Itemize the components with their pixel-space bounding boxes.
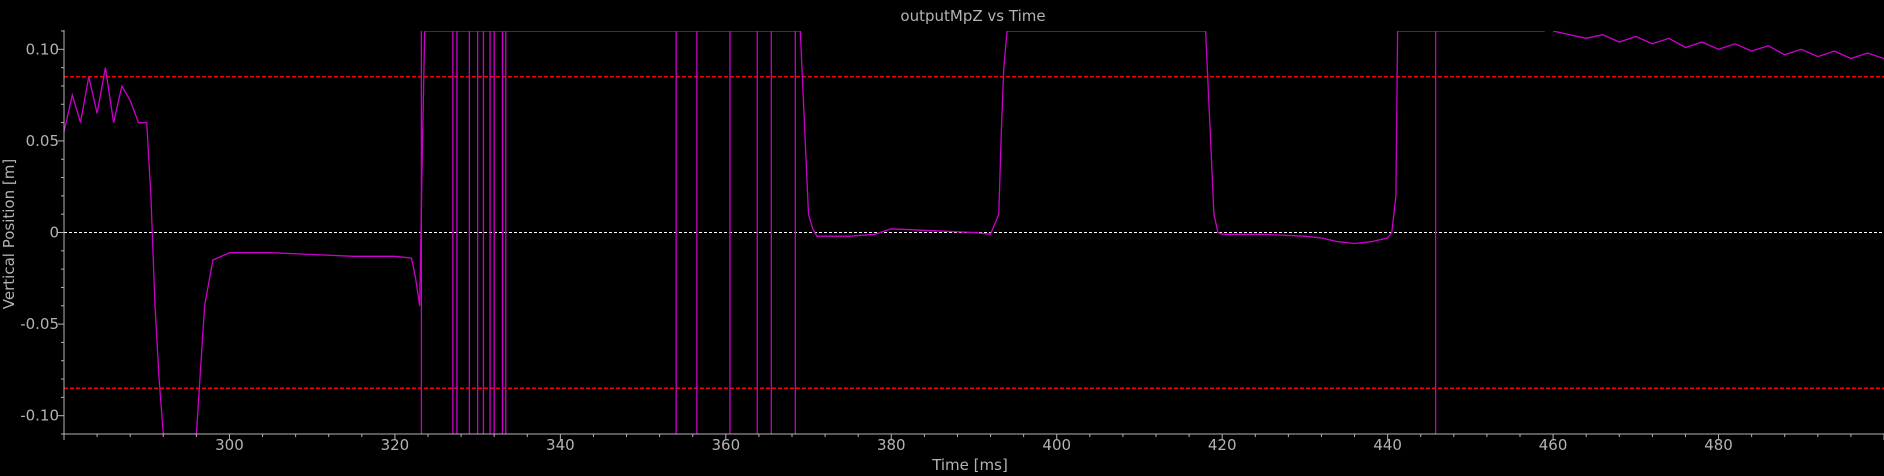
y-axis-label: Vertical Position [m] bbox=[0, 159, 18, 309]
chart-title: outputMpZ vs Time bbox=[900, 7, 1045, 25]
x-tick-label: 360 bbox=[711, 436, 740, 454]
x-tick-label: 440 bbox=[1373, 436, 1402, 454]
x-tick-label: 480 bbox=[1704, 436, 1733, 454]
y-tick-label: -0.10 bbox=[20, 407, 59, 425]
plot-area bbox=[64, 31, 1884, 434]
y-tick-label: 0 bbox=[49, 224, 59, 242]
x-tick-label: 340 bbox=[546, 436, 575, 454]
x-tick-label: 320 bbox=[381, 436, 410, 454]
series-line-0 bbox=[64, 31, 1545, 434]
y-tick-label: -0.05 bbox=[20, 315, 59, 333]
y-tick-label: 0.05 bbox=[26, 132, 59, 150]
y-tick-label: 0.10 bbox=[26, 40, 59, 58]
x-tick-label: 420 bbox=[1208, 436, 1237, 454]
x-tick-label: 460 bbox=[1539, 436, 1568, 454]
plot-content bbox=[64, 31, 1884, 434]
x-tick-label: 400 bbox=[1042, 436, 1071, 454]
x-axis-label: Time [ms] bbox=[931, 456, 1008, 474]
x-tick-label: 380 bbox=[877, 436, 906, 454]
axes: 300 320 340 360 380 400 420 440 460 480 0.10 0.05 0 -… bbox=[20, 30, 1884, 454]
series-line-1 bbox=[1552, 31, 1884, 60]
x-tick-label: 300 bbox=[215, 436, 244, 454]
